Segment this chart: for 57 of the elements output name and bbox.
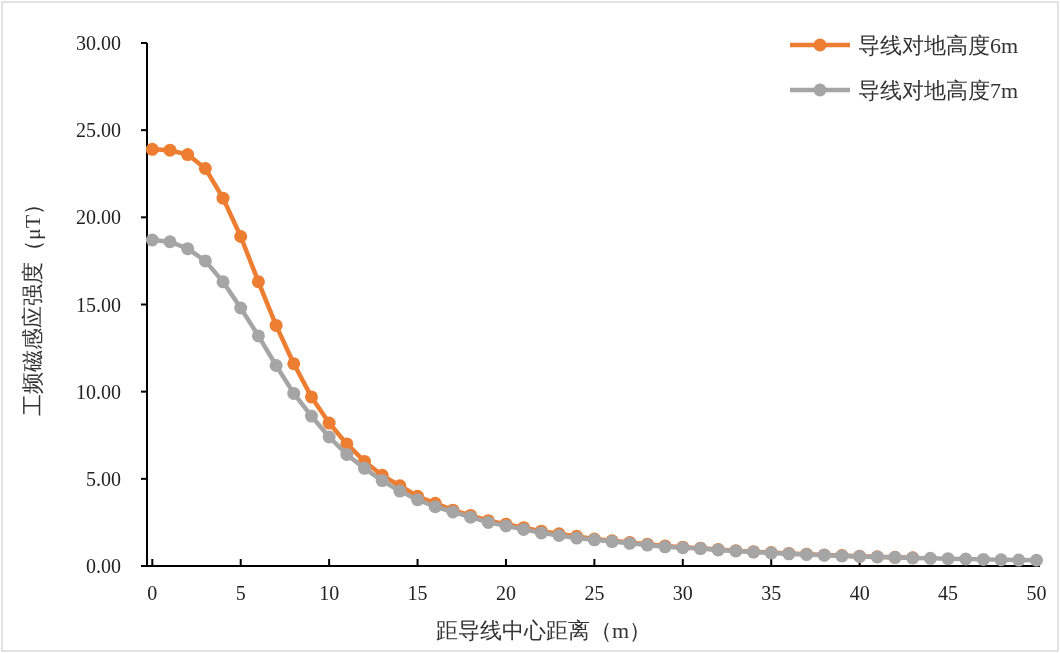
point <box>994 553 1008 567</box>
point <box>287 386 301 400</box>
x-tick-label: 15 <box>407 582 428 604</box>
point <box>216 191 230 205</box>
point <box>181 242 195 256</box>
point <box>375 474 389 488</box>
y-tick-label: 20.00 <box>76 206 121 229</box>
x-axis-title: 距导线中心距离（m） <box>435 618 652 643</box>
y-axis-title: 工频磁感应强度（μT） <box>20 192 45 417</box>
point <box>251 329 265 343</box>
point <box>340 447 354 461</box>
x-tick-label: 25 <box>584 582 605 604</box>
x-tick-label: 0 <box>147 582 158 604</box>
point <box>304 390 318 404</box>
point <box>234 301 248 315</box>
point <box>959 552 973 566</box>
point <box>322 416 336 430</box>
point <box>269 318 283 332</box>
point <box>322 430 336 444</box>
point <box>976 552 990 566</box>
y-tick-label: 0.00 <box>86 555 121 577</box>
x-tick-label: 35 <box>761 582 782 604</box>
y-tick-label: 10.00 <box>76 380 121 403</box>
point <box>145 233 159 247</box>
point <box>163 143 177 157</box>
x-tick-label: 10 <box>319 582 340 604</box>
point <box>181 148 195 162</box>
x-tick-label: 30 <box>672 582 693 604</box>
x-tick-label: 45 <box>938 582 959 604</box>
point <box>269 359 283 373</box>
y-tick-label: 5.00 <box>86 467 121 490</box>
point <box>163 235 177 249</box>
point <box>358 461 371 475</box>
legend-label: 导线对地高度7m <box>858 78 1019 103</box>
point <box>145 142 159 156</box>
x-tick-label: 5 <box>235 582 246 604</box>
point <box>1029 553 1043 567</box>
point <box>428 500 442 514</box>
legend-label: 导线对地高度6m <box>858 33 1019 58</box>
point <box>251 275 265 289</box>
point <box>234 230 248 244</box>
x-tick-label: 40 <box>849 582 870 604</box>
point <box>304 409 318 423</box>
x-tick-label: 50 <box>1026 582 1047 604</box>
y-tick-label: 25.00 <box>76 119 121 142</box>
y-tick-label: 30.00 <box>76 32 121 54</box>
point <box>411 493 425 507</box>
point <box>923 551 937 565</box>
point <box>941 552 955 566</box>
x-tick-label: 20 <box>495 582 516 604</box>
point <box>198 254 212 268</box>
point <box>393 484 407 498</box>
point <box>1012 553 1026 567</box>
point <box>287 357 301 371</box>
y-tick-label: 15.00 <box>76 293 121 316</box>
point <box>198 162 212 176</box>
point <box>216 275 230 289</box>
